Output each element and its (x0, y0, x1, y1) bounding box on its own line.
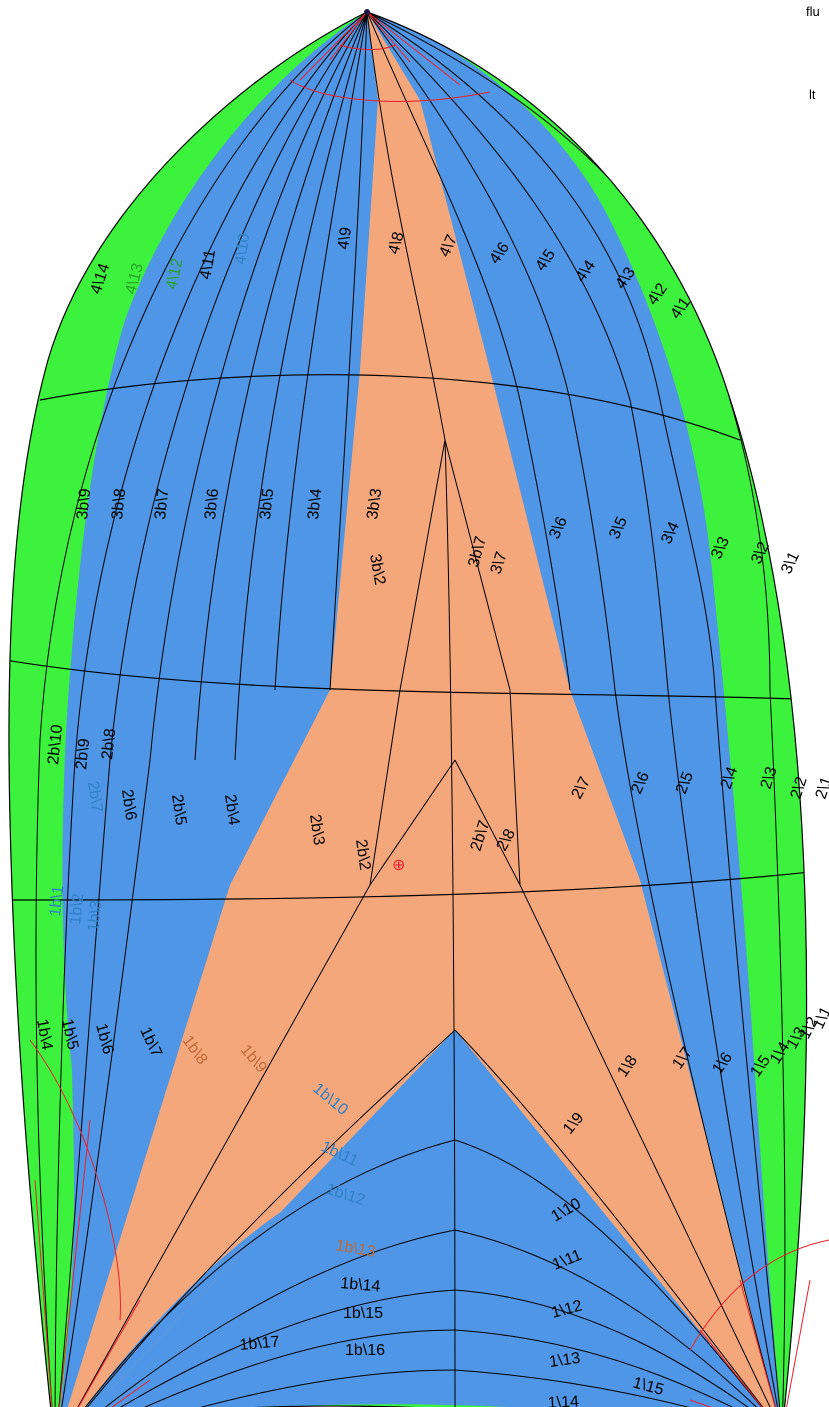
panel-label: 1b\17 (239, 1334, 280, 1354)
cg-marker-icon: ⊕ (392, 857, 405, 874)
panel-label: 4\8 (385, 230, 407, 256)
salmon-zone-center (55, 12, 782, 1407)
panel-label: 4\11 (197, 248, 219, 281)
panel-label: 2b\6 (118, 788, 139, 821)
panel-label: 1b\3 (85, 900, 105, 933)
panel-label: 2\4 (718, 765, 742, 792)
tack-reinforcement (29, 1039, 151, 1407)
panel-label: 2b\2 (352, 838, 373, 871)
panel-label: 2b\4 (221, 793, 242, 826)
panel-label: 3b\2 (366, 553, 388, 587)
panel-label: 2\2 (788, 775, 811, 802)
panel-label: 1\13 (548, 1350, 581, 1371)
panel-label: 3b\8 (109, 488, 129, 521)
panel-label: 2b\10 (45, 724, 66, 766)
panel-label: 4\10 (232, 232, 253, 265)
panel-label: 4\12 (163, 257, 186, 291)
panel-label: 1b\4 (33, 1018, 55, 1052)
panel-label: 2b\8 (99, 728, 119, 761)
panel-label: 1b\15 (343, 1305, 383, 1322)
panel-label: 3\7 (488, 550, 511, 577)
panel-label: 2b\7 (84, 780, 105, 813)
panel-label: 2b\9 (73, 738, 93, 771)
panel-label: 3b\6 (202, 488, 222, 521)
panel-label: 1b\14 (340, 1275, 381, 1295)
sail-outline (8, 11, 808, 1407)
panel-label: 1b\13 (334, 1237, 376, 1261)
panel-label: 3b\9 (74, 488, 94, 521)
panel-label: 1b\5 (58, 1017, 81, 1051)
panel-label: 1b\16 (345, 1342, 385, 1359)
panel-label: 2b\5 (168, 793, 189, 826)
panel-label: 4\9 (335, 226, 355, 250)
panel-label: 2\3 (758, 765, 781, 792)
head-point (364, 9, 370, 15)
blue-fan-lower (55, 1230, 782, 1407)
panel-label: 3\1 (778, 549, 803, 576)
panel-label: 3b\7 (152, 488, 172, 521)
section-seams (8, 374, 807, 901)
panel-label: 1b\2 (67, 893, 87, 926)
corner-note-second: lt (809, 87, 816, 102)
panel-label: 3b\5 (257, 488, 277, 521)
panel-label: 3b\4 (305, 488, 325, 521)
panel-label: 1\14 (547, 1393, 579, 1407)
panel-label: 2b\3 (306, 813, 327, 846)
blue-fan-upper (55, 1030, 782, 1407)
corner-note-top: flu (806, 4, 820, 19)
panel-label: 2\1 (813, 775, 829, 802)
panel-label: 3b\3 (364, 487, 385, 520)
panel-label: 1b\1 (47, 885, 67, 918)
